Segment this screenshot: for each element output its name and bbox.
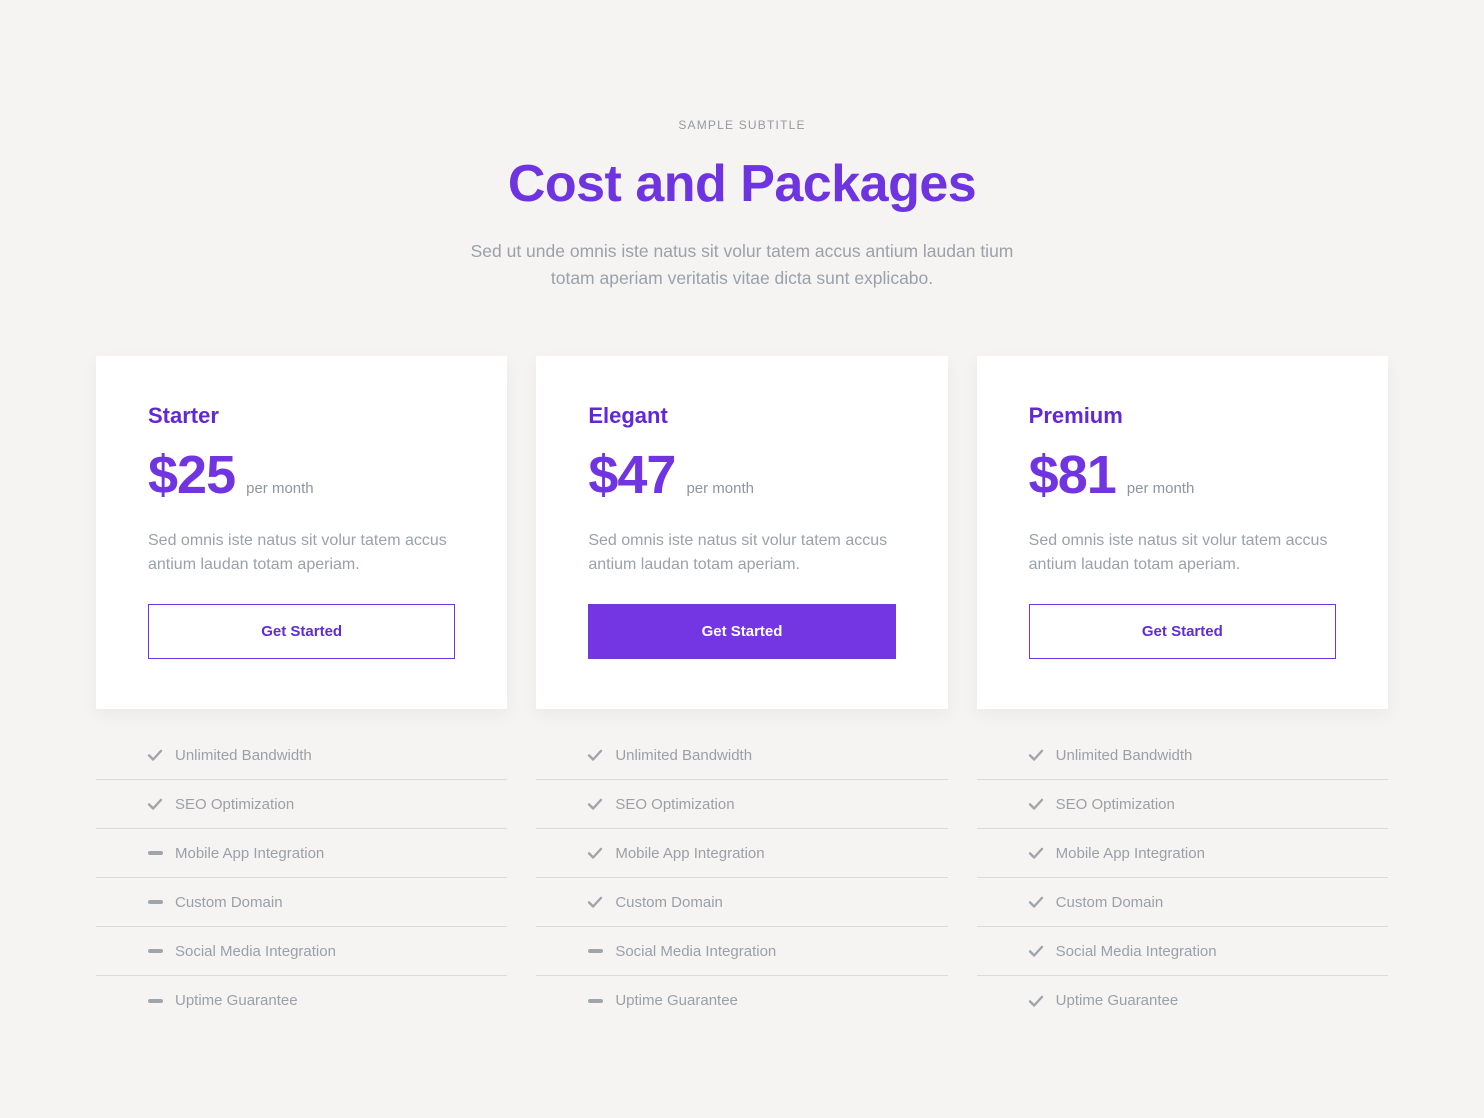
feature-label: Unlimited Bandwidth: [1055, 746, 1193, 764]
price-row: $81 per month: [1029, 447, 1336, 503]
minus-icon: [146, 893, 164, 911]
plan-card-starter: Starter $25 per month Sed omnis iste nat…: [96, 356, 508, 709]
check-icon: [146, 795, 164, 813]
feature-row: Mobile App Integration: [536, 829, 948, 878]
plan-period: per month: [1126, 480, 1195, 497]
feature-list: Unlimited Bandwidth SEO Optimization Mob…: [536, 731, 948, 1025]
feature-label: SEO Optimization: [1055, 795, 1175, 813]
feature-row: Uptime Guarantee: [977, 976, 1388, 1025]
feature-label: Unlimited Bandwidth: [175, 746, 312, 764]
feature-label: Mobile App Integration: [615, 844, 765, 862]
feature-label: Social Media Integration: [615, 942, 777, 960]
plan-column-elegant: Elegant $47 per month Sed omnis iste nat…: [536, 356, 948, 1025]
check-icon: [586, 844, 604, 862]
plan-column-premium: Premium $81 per month Sed omnis iste nat…: [976, 356, 1388, 1025]
section-description: Sed ut unde omnis iste natus sit volur t…: [470, 241, 1014, 288]
check-icon: [1027, 992, 1045, 1010]
pricing-section: SAMPLE SUBTITLE Cost and Packages Sed ut…: [96, 0, 1388, 1025]
feature-label: Custom Domain: [615, 893, 723, 911]
check-icon: [586, 746, 604, 764]
feature-row: Unlimited Bandwidth: [536, 731, 948, 780]
feature-row: Social Media Integration: [96, 927, 508, 976]
minus-icon: [146, 992, 164, 1010]
check-icon: [586, 893, 604, 911]
check-icon: [1027, 942, 1045, 960]
plan-period: per month: [686, 480, 754, 497]
plan-name: Starter: [148, 403, 219, 428]
feature-row: Mobile App Integration: [96, 829, 508, 878]
feature-list: Unlimited Bandwidth SEO Optimization Mob…: [96, 731, 508, 1025]
feature-row: Custom Domain: [536, 878, 948, 927]
plan-price: $25: [148, 445, 236, 505]
get-started-button[interactable]: Get Started: [148, 604, 456, 659]
feature-label: Custom Domain: [1055, 893, 1164, 911]
feature-label: Uptime Guarantee: [175, 992, 298, 1009]
check-icon: [1027, 746, 1045, 764]
get-started-button[interactable]: Get Started: [588, 604, 896, 659]
feature-row: SEO Optimization: [536, 780, 948, 829]
check-icon: [1027, 795, 1045, 813]
feature-label: Social Media Integration: [175, 942, 336, 960]
feature-label: Custom Domain: [175, 893, 283, 911]
feature-label: Mobile App Integration: [175, 844, 325, 862]
check-icon: [586, 795, 604, 813]
section-header: SAMPLE SUBTITLE Cost and Packages Sed ut…: [96, 0, 1388, 292]
feature-row: Uptime Guarantee: [536, 976, 947, 1025]
get-started-button[interactable]: Get Started: [1028, 604, 1336, 659]
feature-row: Custom Domain: [96, 878, 508, 927]
minus-icon: [586, 992, 604, 1010]
plan-description: Sed omnis iste natus sit volur tatem acc…: [148, 532, 447, 573]
plan-card-elegant: Elegant $47 per month Sed omnis iste nat…: [536, 356, 948, 709]
feature-row: SEO Optimization: [96, 780, 508, 829]
feature-label: Mobile App Integration: [1055, 844, 1205, 862]
plan-price: $47: [588, 445, 676, 505]
feature-row: SEO Optimization: [976, 780, 1388, 829]
feature-label: Uptime Guarantee: [1055, 992, 1179, 1009]
section-subtitle: SAMPLE SUBTITLE: [678, 118, 806, 132]
plans-grid: Starter $25 per month Sed omnis iste nat…: [96, 356, 1388, 1025]
feature-row: Unlimited Bandwidth: [96, 731, 508, 780]
feature-row: Social Media Integration: [976, 927, 1388, 976]
feature-row: Uptime Guarantee: [96, 976, 507, 1025]
plan-name: Elegant: [588, 403, 668, 428]
minus-icon: [586, 942, 604, 960]
feature-label: SEO Optimization: [175, 795, 295, 813]
check-icon: [1027, 893, 1045, 911]
page-title: Cost and Packages: [507, 155, 977, 213]
minus-icon: [146, 844, 164, 862]
feature-row: Mobile App Integration: [976, 829, 1388, 878]
plan-description: Sed omnis iste natus sit volur tatem acc…: [1028, 532, 1328, 573]
feature-row: Social Media Integration: [536, 927, 948, 976]
plan-period: per month: [246, 480, 314, 497]
feature-row: Unlimited Bandwidth: [976, 731, 1388, 780]
feature-row: Custom Domain: [976, 878, 1388, 927]
price-row: $25 per month: [148, 447, 455, 503]
plan-column-starter: Starter $25 per month Sed omnis iste nat…: [96, 356, 508, 1025]
plan-name: Premium: [1028, 403, 1123, 428]
plan-description: Sed omnis iste natus sit volur tatem acc…: [588, 532, 888, 573]
check-icon: [146, 746, 164, 764]
check-icon: [1027, 844, 1045, 862]
feature-label: Social Media Integration: [1055, 942, 1217, 960]
price-row: $47 per month: [588, 447, 895, 503]
plan-price: $81: [1028, 445, 1117, 505]
minus-icon: [146, 942, 164, 960]
plan-card-premium: Premium $81 per month Sed omnis iste nat…: [976, 356, 1388, 709]
feature-label: Uptime Guarantee: [615, 992, 738, 1009]
feature-label: Unlimited Bandwidth: [615, 746, 753, 764]
feature-label: SEO Optimization: [615, 795, 735, 813]
feature-list: Unlimited Bandwidth SEO Optimization Mob…: [976, 731, 1388, 1025]
